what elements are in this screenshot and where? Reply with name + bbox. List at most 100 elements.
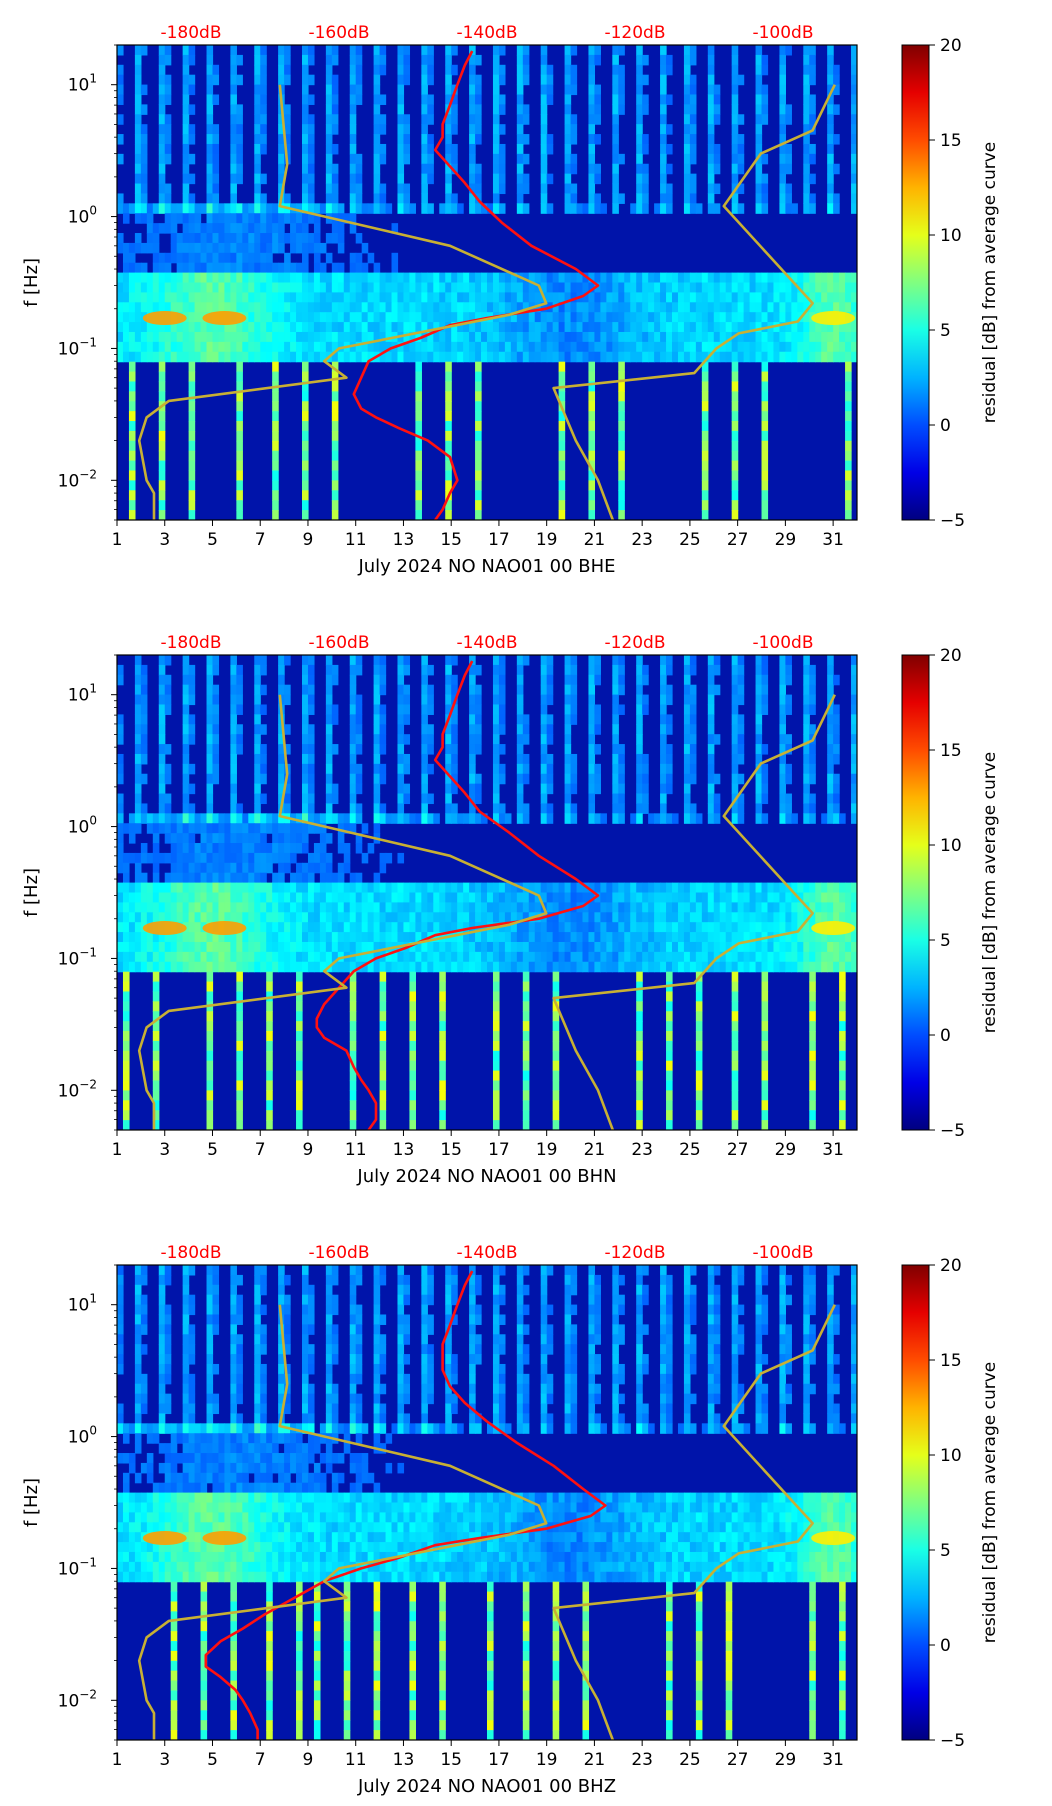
top-db-tick-label: -100dB bbox=[752, 633, 813, 653]
colorbar-tick-label: 0 bbox=[940, 1636, 951, 1656]
spectrogram bbox=[117, 655, 857, 1130]
x-tick-label: 27 bbox=[727, 1140, 749, 1160]
top-db-tick-label: -120dB bbox=[604, 1243, 665, 1263]
x-tick-label: 29 bbox=[775, 1750, 797, 1770]
top-db-tick-label: -100dB bbox=[752, 1243, 813, 1263]
x-tick-label: 27 bbox=[727, 1750, 749, 1770]
x-tick-label: 9 bbox=[303, 1140, 314, 1160]
y-axis-label: f [Hz] bbox=[21, 868, 42, 917]
x-tick-label: 13 bbox=[393, 1750, 415, 1770]
colorbar-tick-label: 5 bbox=[940, 931, 951, 951]
x-tick-label: 11 bbox=[345, 530, 367, 550]
x-tick-label: 31 bbox=[822, 530, 844, 550]
x-axis-label: July 2024 NO NAO01 00 BHN bbox=[356, 1166, 616, 1187]
top-db-tick-label: -140dB bbox=[456, 1243, 517, 1263]
x-tick-label: 23 bbox=[631, 1140, 653, 1160]
colorbar-tick-label: 10 bbox=[940, 1446, 962, 1466]
x-tick-label: 17 bbox=[488, 1750, 510, 1770]
top-db-tick-label: -180dB bbox=[160, 633, 221, 653]
x-tick-label: 15 bbox=[440, 1750, 462, 1770]
reference-noise-model-curve bbox=[552, 694, 836, 1130]
microseism-peak bbox=[202, 1531, 247, 1546]
x-tick-label: 7 bbox=[255, 530, 266, 550]
microseism-peak bbox=[811, 311, 856, 326]
mean-psd-curve bbox=[315, 660, 600, 1130]
top-db-tick-label: -160dB bbox=[308, 633, 369, 653]
colorbar bbox=[901, 44, 930, 521]
x-tick-label: 15 bbox=[440, 1140, 462, 1160]
microseism-peak bbox=[811, 1531, 856, 1546]
x-axis-label: July 2024 NO NAO01 00 BHZ bbox=[357, 1776, 616, 1797]
x-tick-label: 31 bbox=[822, 1140, 844, 1160]
microseism-peak bbox=[811, 921, 856, 936]
y-tick-label: 10−2 bbox=[58, 1687, 97, 1711]
reference-noise-model-curve bbox=[137, 694, 548, 1130]
x-tick-label: 25 bbox=[679, 1140, 701, 1160]
colorbar-tick-label: 15 bbox=[940, 1351, 962, 1371]
colorbar-label: residual [dB] from average curve bbox=[980, 142, 1000, 423]
x-tick-label: 1 bbox=[112, 530, 123, 550]
x-tick-label: 5 bbox=[207, 1140, 218, 1160]
x-tick-label: 3 bbox=[159, 1140, 170, 1160]
top-db-tick-label: -120dB bbox=[604, 23, 665, 43]
plot-frame bbox=[116, 654, 858, 1131]
x-tick-label: 15 bbox=[440, 530, 462, 550]
colorbar-tick-label: 0 bbox=[940, 1026, 951, 1046]
x-tick-label: 21 bbox=[584, 1750, 606, 1770]
x-tick-label: 9 bbox=[303, 530, 314, 550]
colorbar-tick-label: 15 bbox=[940, 741, 962, 761]
colorbar-tick-label: 15 bbox=[940, 131, 962, 151]
y-tick-label: 10−1 bbox=[58, 1555, 97, 1579]
colorbar-tick-label: 20 bbox=[940, 1256, 962, 1276]
colorbar-label: residual [dB] from average curve bbox=[980, 1362, 1000, 1643]
x-tick-label: 27 bbox=[727, 530, 749, 550]
plot-frame bbox=[116, 1264, 858, 1741]
colorbar-tick-label: 0 bbox=[940, 416, 951, 436]
top-db-tick-label: -180dB bbox=[160, 1243, 221, 1263]
y-axis-label: f [Hz] bbox=[21, 258, 42, 307]
colorbar bbox=[901, 1264, 930, 1741]
reference-noise-model-curve bbox=[552, 84, 836, 520]
x-tick-label: 23 bbox=[631, 530, 653, 550]
x-tick-label: 19 bbox=[536, 530, 558, 550]
x-tick-label: 3 bbox=[159, 530, 170, 550]
mean-psd-curve bbox=[204, 1270, 607, 1740]
x-tick-label: 31 bbox=[822, 1750, 844, 1770]
colorbar-tick-label: 5 bbox=[940, 321, 951, 341]
microseism-peak bbox=[142, 311, 187, 326]
x-tick-label: 13 bbox=[393, 530, 415, 550]
y-tick-label: 10−1 bbox=[58, 945, 97, 969]
colorbar-tick-label: 10 bbox=[940, 226, 962, 246]
x-tick-label: 29 bbox=[775, 530, 797, 550]
y-tick-label: 100 bbox=[68, 1424, 97, 1448]
y-tick-label: 100 bbox=[68, 814, 97, 838]
colorbar bbox=[901, 654, 930, 1131]
x-tick-label: 19 bbox=[536, 1140, 558, 1160]
y-tick-label: 100 bbox=[68, 204, 97, 228]
reference-noise-model-curve bbox=[137, 84, 548, 520]
x-tick-label: 11 bbox=[345, 1750, 367, 1770]
reference-noise-model-curve bbox=[137, 1304, 548, 1740]
microseism-peak bbox=[202, 921, 247, 936]
plot-frame bbox=[116, 44, 858, 521]
x-tick-label: 11 bbox=[345, 1140, 367, 1160]
colorbar-tick-label: −5 bbox=[940, 1731, 965, 1751]
x-tick-label: 13 bbox=[393, 1140, 415, 1160]
x-tick-label: 25 bbox=[679, 1750, 701, 1770]
x-tick-label: 25 bbox=[679, 530, 701, 550]
y-tick-label: 10−2 bbox=[58, 467, 97, 491]
microseism-peak bbox=[142, 1531, 187, 1546]
x-axis-label: July 2024 NO NAO01 00 BHE bbox=[357, 556, 615, 577]
x-tick-label: 1 bbox=[112, 1750, 123, 1770]
x-tick-label: 19 bbox=[536, 1750, 558, 1770]
colorbar-tick-label: 5 bbox=[940, 1541, 951, 1561]
reference-noise-model-curve bbox=[552, 1304, 836, 1740]
spectrogram bbox=[117, 1265, 857, 1740]
colorbar-tick-label: 10 bbox=[940, 836, 962, 856]
colorbar-tick-label: 20 bbox=[940, 36, 962, 56]
colorbar-label: residual [dB] from average curve bbox=[980, 752, 1000, 1033]
